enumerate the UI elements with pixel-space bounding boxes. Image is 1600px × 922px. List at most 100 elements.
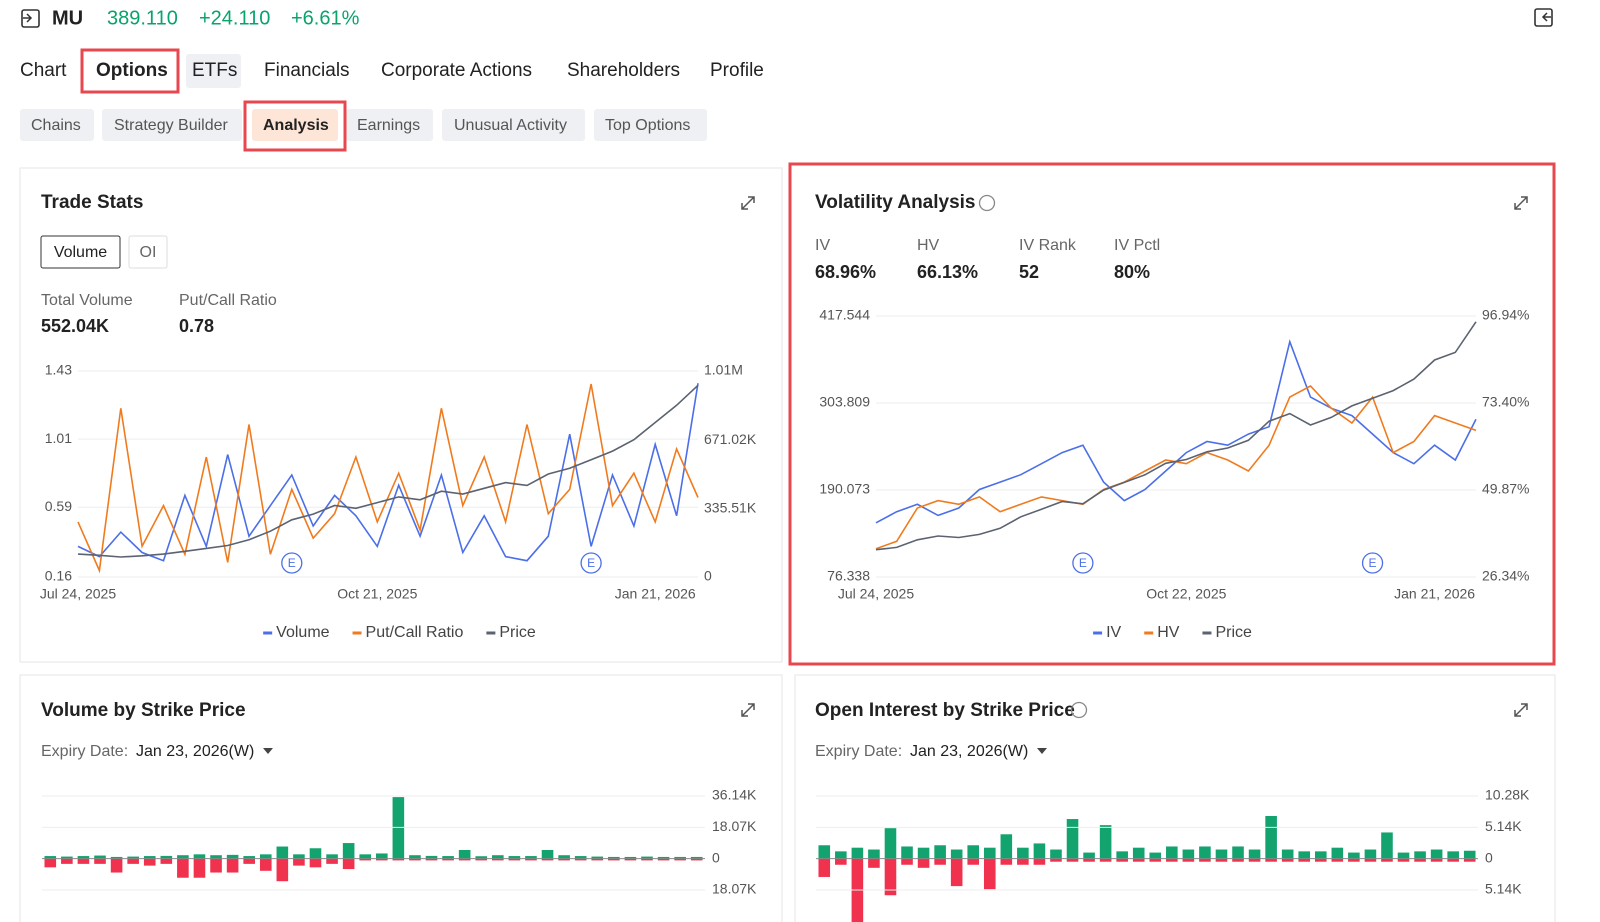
earnings-marker <box>580 552 602 574</box>
subtab[interactable]: Top Options <box>605 117 690 134</box>
bar <box>1248 849 1261 859</box>
bar <box>160 858 173 864</box>
subtab-bg <box>442 109 585 141</box>
bar <box>127 858 139 864</box>
bar <box>1066 819 1079 859</box>
bar <box>1381 832 1393 859</box>
stat-value: 552.04K <box>41 316 109 336</box>
bar <box>1000 858 1013 865</box>
tab[interactable]: Chart <box>20 60 67 81</box>
bar <box>1397 858 1410 862</box>
bar <box>1463 850 1476 859</box>
bar <box>1414 858 1426 862</box>
expand-icon[interactable] <box>741 196 755 210</box>
toggle-label: Volume <box>54 244 107 261</box>
tab[interactable]: Shareholders <box>567 60 680 81</box>
bar <box>409 855 421 859</box>
subtab[interactable]: Strategy Builder <box>114 117 229 134</box>
bar <box>475 858 488 861</box>
bar <box>392 858 405 861</box>
bar <box>359 858 372 861</box>
tab-active[interactable]: Options <box>96 60 168 81</box>
bar <box>1066 858 1079 862</box>
change: +24.110 <box>199 7 270 29</box>
side-icon[interactable] <box>21 9 40 28</box>
y2-tick-label: 1.01M <box>704 362 743 378</box>
bar <box>1314 851 1327 859</box>
bar <box>917 858 930 868</box>
bar <box>917 847 930 859</box>
panel-title: Volatility Analysis <box>815 192 976 213</box>
dropdown-caret[interactable] <box>1037 748 1047 754</box>
subtab[interactable]: Unusual Activity <box>454 117 567 134</box>
bar <box>608 856 620 859</box>
bar <box>177 855 189 859</box>
bar <box>1017 847 1029 859</box>
tab[interactable]: Financials <box>264 60 350 81</box>
bar <box>1463 858 1476 862</box>
earnings-marker-label: E <box>587 556 595 570</box>
bar <box>259 854 272 859</box>
subtab[interactable]: Chains <box>31 117 81 134</box>
bar <box>44 858 57 868</box>
subtab[interactable]: Earnings <box>357 117 420 134</box>
bar <box>541 849 554 859</box>
bar <box>1132 858 1145 862</box>
y-tick-label: 1.01 <box>45 430 72 446</box>
bar <box>624 856 637 859</box>
stat-value: 66.13% <box>917 262 978 282</box>
bar <box>309 848 322 859</box>
bar <box>1215 858 1228 862</box>
series-line <box>77 383 699 574</box>
bar <box>574 858 587 861</box>
x-tick-label: Oct 22, 2025 <box>1146 586 1226 602</box>
toggle-active[interactable] <box>40 235 121 269</box>
bar <box>342 858 355 870</box>
bar <box>674 856 686 859</box>
y-tick-label: 18.07K <box>712 818 757 834</box>
expand-icon[interactable] <box>741 703 755 717</box>
tab[interactable]: ETFs <box>192 60 237 81</box>
earnings-marker <box>281 552 303 574</box>
collapse-icon[interactable] <box>1534 8 1553 27</box>
expiry-select[interactable]: Jan 23, 2026(W) <box>910 743 1028 760</box>
bar <box>375 858 388 861</box>
bar <box>835 858 847 865</box>
bar <box>1166 846 1178 859</box>
bar <box>458 858 471 861</box>
bar <box>690 856 703 859</box>
bar <box>293 858 305 866</box>
expand-icon[interactable] <box>1514 703 1528 717</box>
bar <box>276 846 289 859</box>
info-icon[interactable] <box>978 194 996 212</box>
bar <box>1033 858 1046 865</box>
bar <box>884 858 897 896</box>
tab[interactable]: Corporate Actions <box>381 60 532 81</box>
toggle[interactable] <box>128 235 168 269</box>
bar <box>276 858 289 882</box>
bar <box>1182 858 1195 862</box>
bar <box>591 856 604 859</box>
bar <box>1430 858 1443 862</box>
tab[interactable]: Profile <box>710 60 764 81</box>
y2-tick-label: 0 <box>704 568 712 584</box>
bar <box>657 856 670 859</box>
bar <box>508 856 521 859</box>
bar <box>608 858 620 861</box>
dropdown-caret[interactable] <box>263 748 273 754</box>
y2-tick-label: 96.94% <box>1482 307 1529 323</box>
expiry-select[interactable]: Jan 23, 2026(W) <box>136 743 254 760</box>
stat-value: 80% <box>1114 262 1150 282</box>
expand-icon[interactable] <box>1514 196 1528 210</box>
info-icon[interactable] <box>1070 701 1088 719</box>
bar <box>226 858 239 873</box>
bar <box>967 858 980 865</box>
bar <box>259 858 272 871</box>
y-tick-label: 1.43 <box>45 362 72 378</box>
x-tick-label: Jan 21, 2026 <box>1394 586 1475 602</box>
y2-tick-label: 26.34% <box>1482 568 1529 584</box>
subtab-active[interactable]: Analysis <box>263 117 329 134</box>
highlight-box <box>80 48 180 94</box>
bar <box>1099 825 1112 859</box>
